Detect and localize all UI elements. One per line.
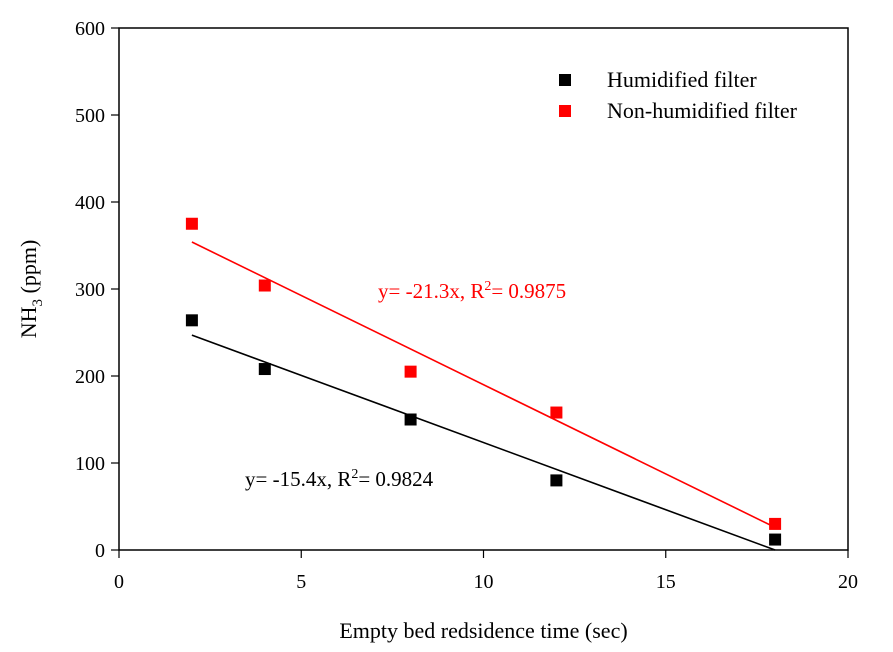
data-point <box>258 363 271 376</box>
legend-label: Humidified filter <box>607 67 757 92</box>
trendline <box>191 334 776 551</box>
legend-label: Non-humidified filter <box>607 98 798 123</box>
data-point <box>769 517 782 530</box>
legend-marker <box>559 74 571 86</box>
x-tick-label: 15 <box>656 571 676 593</box>
y-tick-label: 0 <box>95 540 105 562</box>
data-point <box>258 279 271 292</box>
data-point <box>769 533 782 546</box>
y-axis-title: NH3 (ppm) <box>16 240 46 339</box>
axis-titles: Empty bed redsidence time (sec) NH3 (ppm) <box>16 240 628 643</box>
data-point <box>404 365 417 378</box>
x-axis-title: Empty bed redsidence time (sec) <box>339 618 627 643</box>
data-point <box>550 406 563 419</box>
trendlines <box>191 241 776 551</box>
data-point <box>550 474 563 487</box>
trendline <box>191 241 776 529</box>
y-tick-label: 100 <box>75 453 105 475</box>
x-tick-label: 10 <box>474 571 494 593</box>
data-point <box>185 314 198 327</box>
y-axis: 0 100 200 300 400 500 600 <box>75 18 119 562</box>
data-point <box>404 413 417 426</box>
legend: Humidified filter Non-humidified filter <box>559 67 798 123</box>
y-tick-label: 600 <box>75 18 105 40</box>
y-tick-label: 200 <box>75 366 105 388</box>
y-tick-label: 500 <box>75 105 105 127</box>
x-axis: 0 5 10 15 20 <box>114 550 858 593</box>
data-point <box>185 217 198 230</box>
y-tick-label: 300 <box>75 279 105 301</box>
equation-label: y= -21.3x, R2= 0.9875 <box>378 279 566 303</box>
x-tick-label: 5 <box>296 571 306 593</box>
equations: y= -15.4x, R2= 0.9824 y= -21.3x, R2= 0.98… <box>245 279 566 491</box>
y-tick-label: 400 <box>75 192 105 214</box>
x-tick-label: 20 <box>838 571 858 593</box>
x-tick-label: 0 <box>114 571 124 593</box>
data-points <box>185 217 782 546</box>
equation-label: y= -15.4x, R2= 0.9824 <box>245 467 434 491</box>
legend-marker <box>559 105 571 117</box>
